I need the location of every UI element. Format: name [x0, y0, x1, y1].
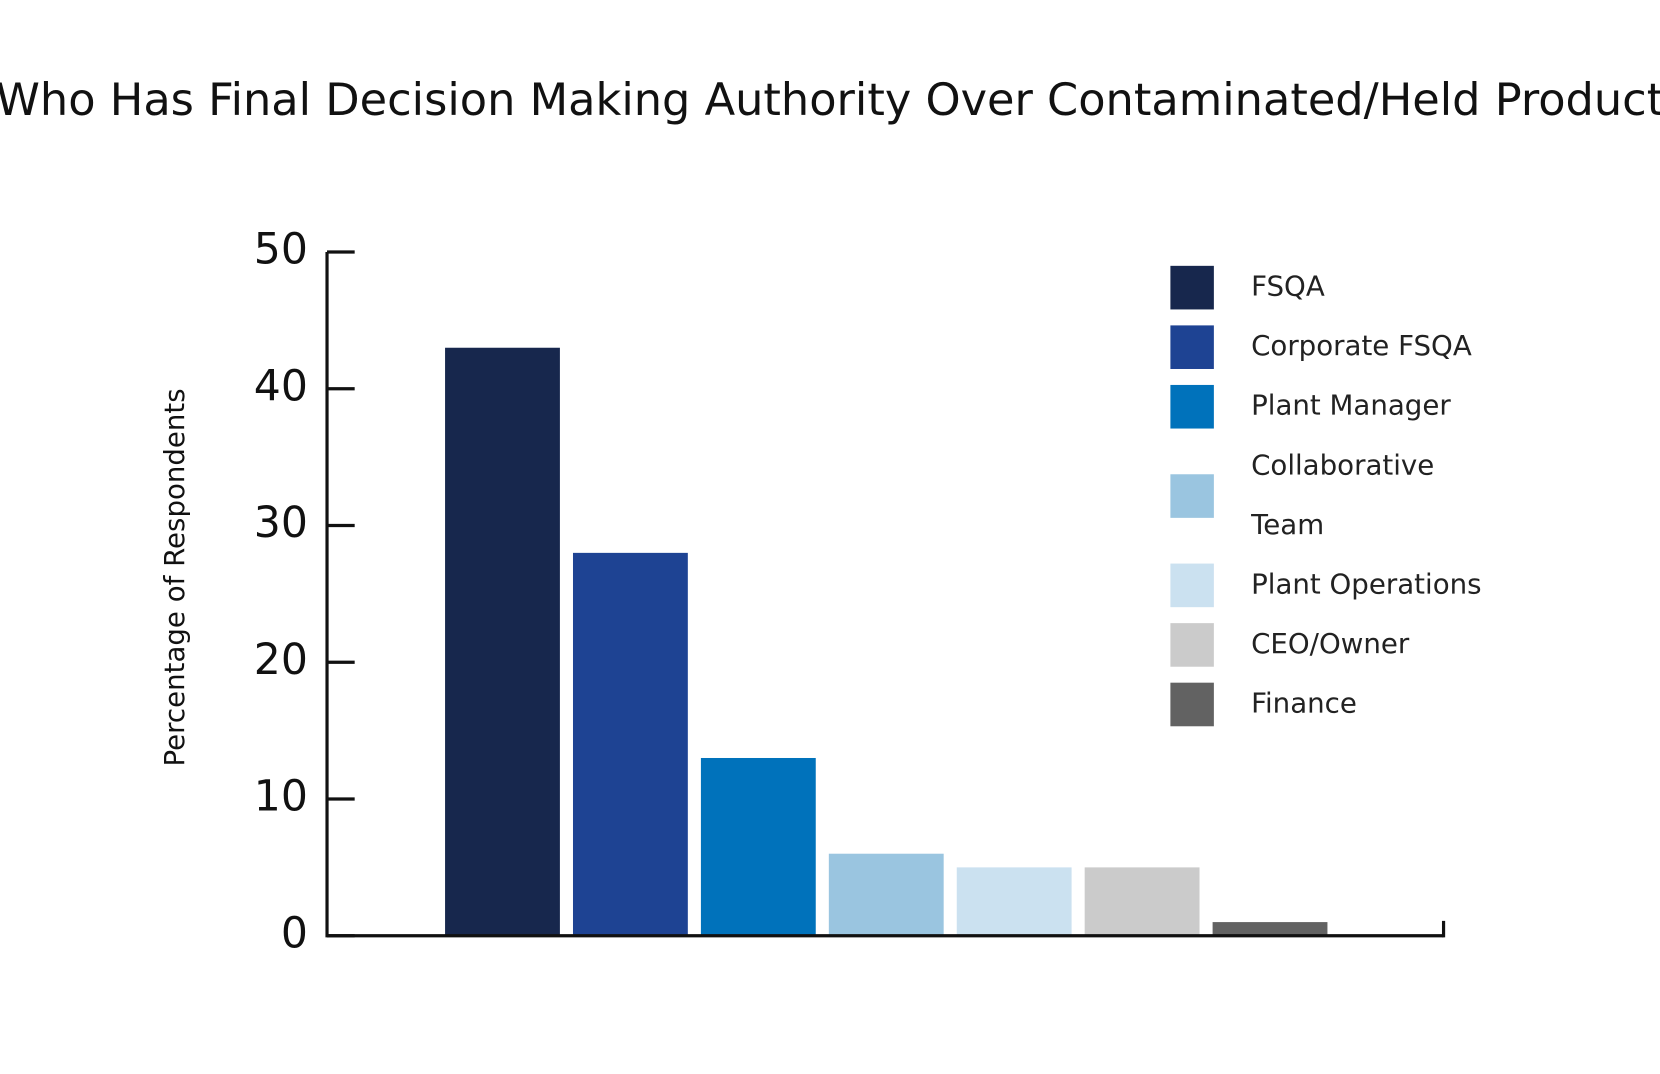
legend-swatch — [1170, 384, 1214, 429]
bar — [956, 867, 1072, 936]
legend-swatch — [1170, 265, 1214, 309]
legend-swatch — [1170, 622, 1214, 667]
legend-item: FSQA — [1170, 257, 1638, 317]
bar — [572, 552, 688, 936]
y-tick-label: 40 — [254, 362, 308, 411]
y-tick-label: 20 — [254, 636, 308, 685]
legend-item: CEO/Owner — [1170, 615, 1638, 675]
legend-item: Corporate FSQA — [1170, 317, 1638, 377]
legend-box: FSQA Corporate FSQA Plant Manager Collabora… — [1170, 257, 1638, 733]
legend-swatch — [1170, 473, 1214, 518]
legend-label: Finance — [1251, 687, 1357, 720]
legend-label: CEO/Owner — [1251, 628, 1410, 661]
legend-item: Plant Operations — [1170, 555, 1638, 615]
legend-item: Finance — [1170, 674, 1638, 734]
legend-swatch — [1170, 324, 1214, 369]
legend-swatch — [1170, 563, 1214, 607]
chart-title: Who Has Final Decision Making Authority … — [0, 74, 1660, 126]
legend-item: Plant Manager — [1170, 376, 1638, 436]
y-tick-label: 50 — [254, 226, 308, 275]
y-tick-label: 10 — [254, 773, 308, 822]
legend: FSQA Corporate FSQA Plant Manager Collabora… — [1170, 257, 1638, 733]
legend-label: Collaborative Team — [1251, 449, 1435, 542]
y-tick-label: 30 — [254, 499, 308, 548]
bar — [1084, 867, 1200, 936]
legend-item: Collaborative Team — [1170, 436, 1638, 555]
bar — [1212, 922, 1328, 936]
y-axis-label: Percentage of Respondents — [158, 388, 191, 766]
legend-label: FSQA — [1251, 271, 1325, 304]
bar — [700, 757, 816, 936]
legend-label: Corporate FSQA — [1251, 330, 1472, 363]
legend-swatch — [1170, 682, 1214, 726]
legend-label: Plant Manager — [1251, 390, 1451, 423]
legend-label: Plant Operations — [1251, 568, 1482, 601]
bar — [828, 853, 944, 936]
y-tick-label: 0 — [281, 909, 308, 958]
bar — [445, 347, 560, 936]
plot-area: 0 10 20 30 40 50 — [254, 226, 1446, 958]
